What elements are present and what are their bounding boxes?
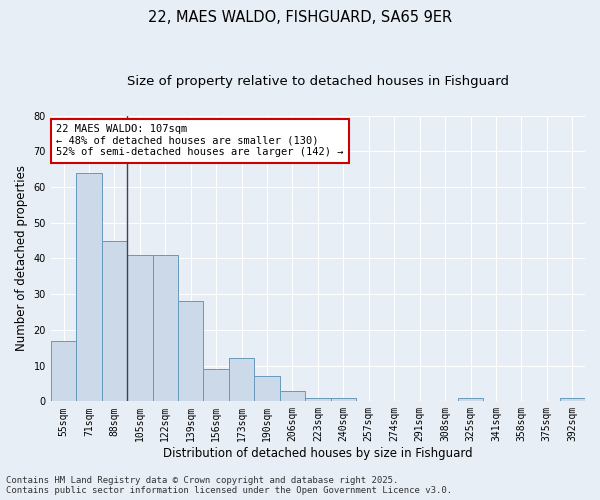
Bar [152,255,178,402]
Bar [178,302,203,402]
Bar [280,390,305,402]
Bar [127,255,152,402]
Bar [560,398,585,402]
Bar [305,398,331,402]
Bar [458,398,483,402]
Bar [254,376,280,402]
Bar [76,172,101,402]
Bar [229,358,254,402]
X-axis label: Distribution of detached houses by size in Fishguard: Distribution of detached houses by size … [163,447,473,460]
Bar [331,398,356,402]
Bar [101,240,127,402]
Bar [203,369,229,402]
Y-axis label: Number of detached properties: Number of detached properties [15,166,28,352]
Text: Contains HM Land Registry data © Crown copyright and database right 2025.
Contai: Contains HM Land Registry data © Crown c… [6,476,452,495]
Title: Size of property relative to detached houses in Fishguard: Size of property relative to detached ho… [127,75,509,88]
Text: 22, MAES WALDO, FISHGUARD, SA65 9ER: 22, MAES WALDO, FISHGUARD, SA65 9ER [148,10,452,25]
Text: 22 MAES WALDO: 107sqm
← 48% of detached houses are smaller (130)
52% of semi-det: 22 MAES WALDO: 107sqm ← 48% of detached … [56,124,344,158]
Bar [51,340,76,402]
